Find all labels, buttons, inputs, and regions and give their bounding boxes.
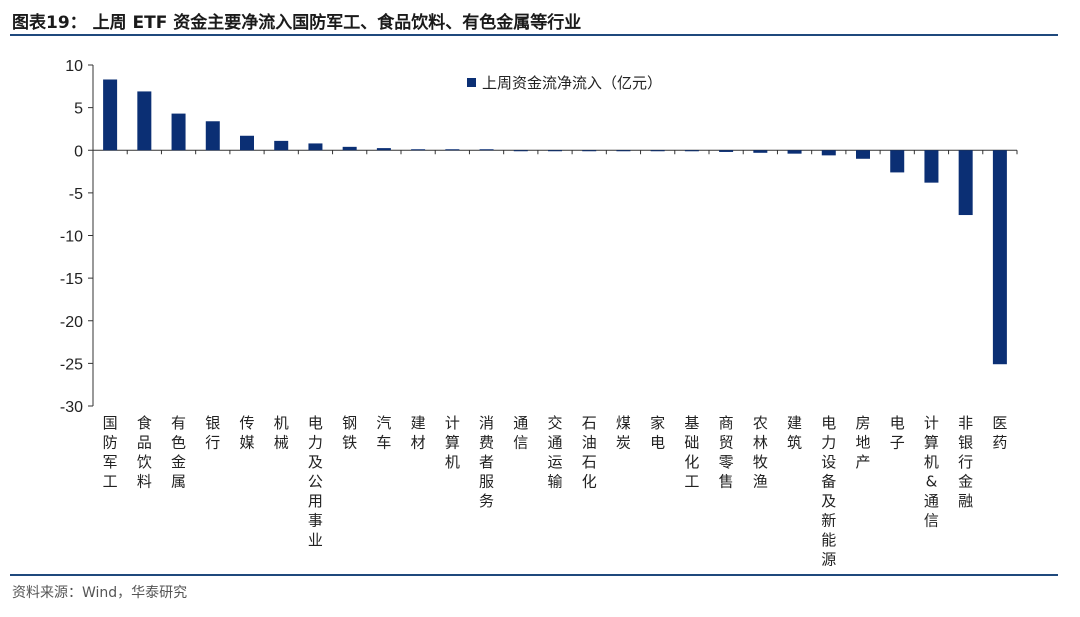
x-tick-label: 房地产	[855, 414, 870, 471]
bar	[479, 149, 494, 151]
x-tick-label: 银行	[205, 414, 220, 452]
bar	[719, 150, 734, 152]
x-tick-label: 机械	[274, 414, 289, 452]
bar	[411, 149, 426, 151]
bar	[445, 149, 460, 151]
x-tick-label: 交通运输	[547, 414, 562, 491]
y-tick-label: 0	[74, 143, 83, 160]
bar	[992, 150, 1007, 365]
y-tick-label: 5	[74, 101, 83, 118]
legend-label: 上周资金流净流入（亿元）	[482, 74, 662, 92]
bar	[548, 150, 562, 152]
x-tick-label: 家电	[650, 414, 665, 452]
x-tick-label: 传媒	[239, 414, 254, 452]
bottom-rule	[10, 574, 1058, 576]
bar	[821, 150, 836, 156]
x-tick-label: 农林牧渔	[753, 414, 768, 491]
source-note: 资料来源：Wind，华泰研究	[12, 585, 188, 601]
x-tick-label: 食品饮料	[137, 414, 152, 491]
x-tick-label: 国防军工	[103, 414, 118, 491]
bar	[856, 150, 870, 159]
x-tick-label: 有色金属	[171, 414, 186, 491]
bar	[376, 148, 391, 151]
y-tick-label: -5	[69, 186, 83, 203]
bar	[205, 121, 220, 151]
legend: 上周资金流净流入（亿元）	[467, 74, 662, 92]
x-tick-label: 电子	[890, 414, 905, 452]
x-tick-label: 计算机	[445, 414, 460, 471]
x-tick-label: 医药	[992, 414, 1007, 452]
y-tick-label: -30	[60, 399, 83, 416]
bar	[890, 150, 905, 173]
x-tick-label: 电力及公用事业	[308, 414, 323, 549]
bar	[308, 143, 323, 151]
bar	[582, 150, 597, 152]
y-tick-label: -15	[60, 271, 83, 288]
bar	[171, 113, 186, 151]
bar	[958, 150, 973, 216]
x-tick-label: 商贸零售	[719, 414, 734, 491]
y-tick-label: 10	[65, 58, 83, 75]
bar	[342, 146, 357, 151]
x-tick-label: 石油石化	[582, 414, 597, 491]
legend-swatch	[467, 78, 476, 87]
bar	[137, 91, 152, 151]
bar	[274, 140, 289, 151]
bar	[787, 150, 802, 154]
x-tick-label: 建材	[411, 414, 426, 452]
bar	[103, 79, 118, 151]
bar	[240, 135, 254, 151]
x-tick-label: 电力设备及新能源	[821, 414, 836, 569]
x-tick-label: 钢铁	[342, 414, 357, 452]
bar	[650, 150, 665, 152]
bar	[513, 150, 528, 152]
x-tick-label: 建筑	[787, 414, 802, 452]
y-axis: 10 5 0 -5 -10 -15 -20 -25 -30	[60, 58, 1018, 416]
x-tick-label: 消费者服务	[479, 414, 494, 510]
x-tick-label: 煤炭	[616, 414, 631, 452]
x-tick-label: 基础化工	[684, 414, 699, 491]
figure-title: 图表19： 上周 ETF 资金主要净流入国防军工、食品饮料、有色金属等行业	[12, 13, 582, 33]
x-tick-label: 非银行金融	[958, 414, 973, 510]
x-tick-label: 计算机&通信	[924, 414, 939, 530]
x-tick-label: 汽车	[376, 414, 391, 452]
bar	[753, 150, 768, 153]
y-tick-label: -20	[60, 314, 83, 331]
y-tick-label: -10	[60, 229, 83, 246]
x-tick-label: 通信	[513, 414, 528, 452]
top-rule	[10, 34, 1058, 36]
bar-chart: 10 5 0 -5 -10 -15 -20 -25 -30 国防军工 食品饮料 有色金属 银行传媒机械…	[60, 58, 1018, 569]
bar	[616, 150, 631, 152]
bar	[924, 150, 939, 183]
bars	[103, 79, 1007, 365]
bar	[684, 150, 699, 152]
y-tick-label: -25	[60, 356, 83, 373]
